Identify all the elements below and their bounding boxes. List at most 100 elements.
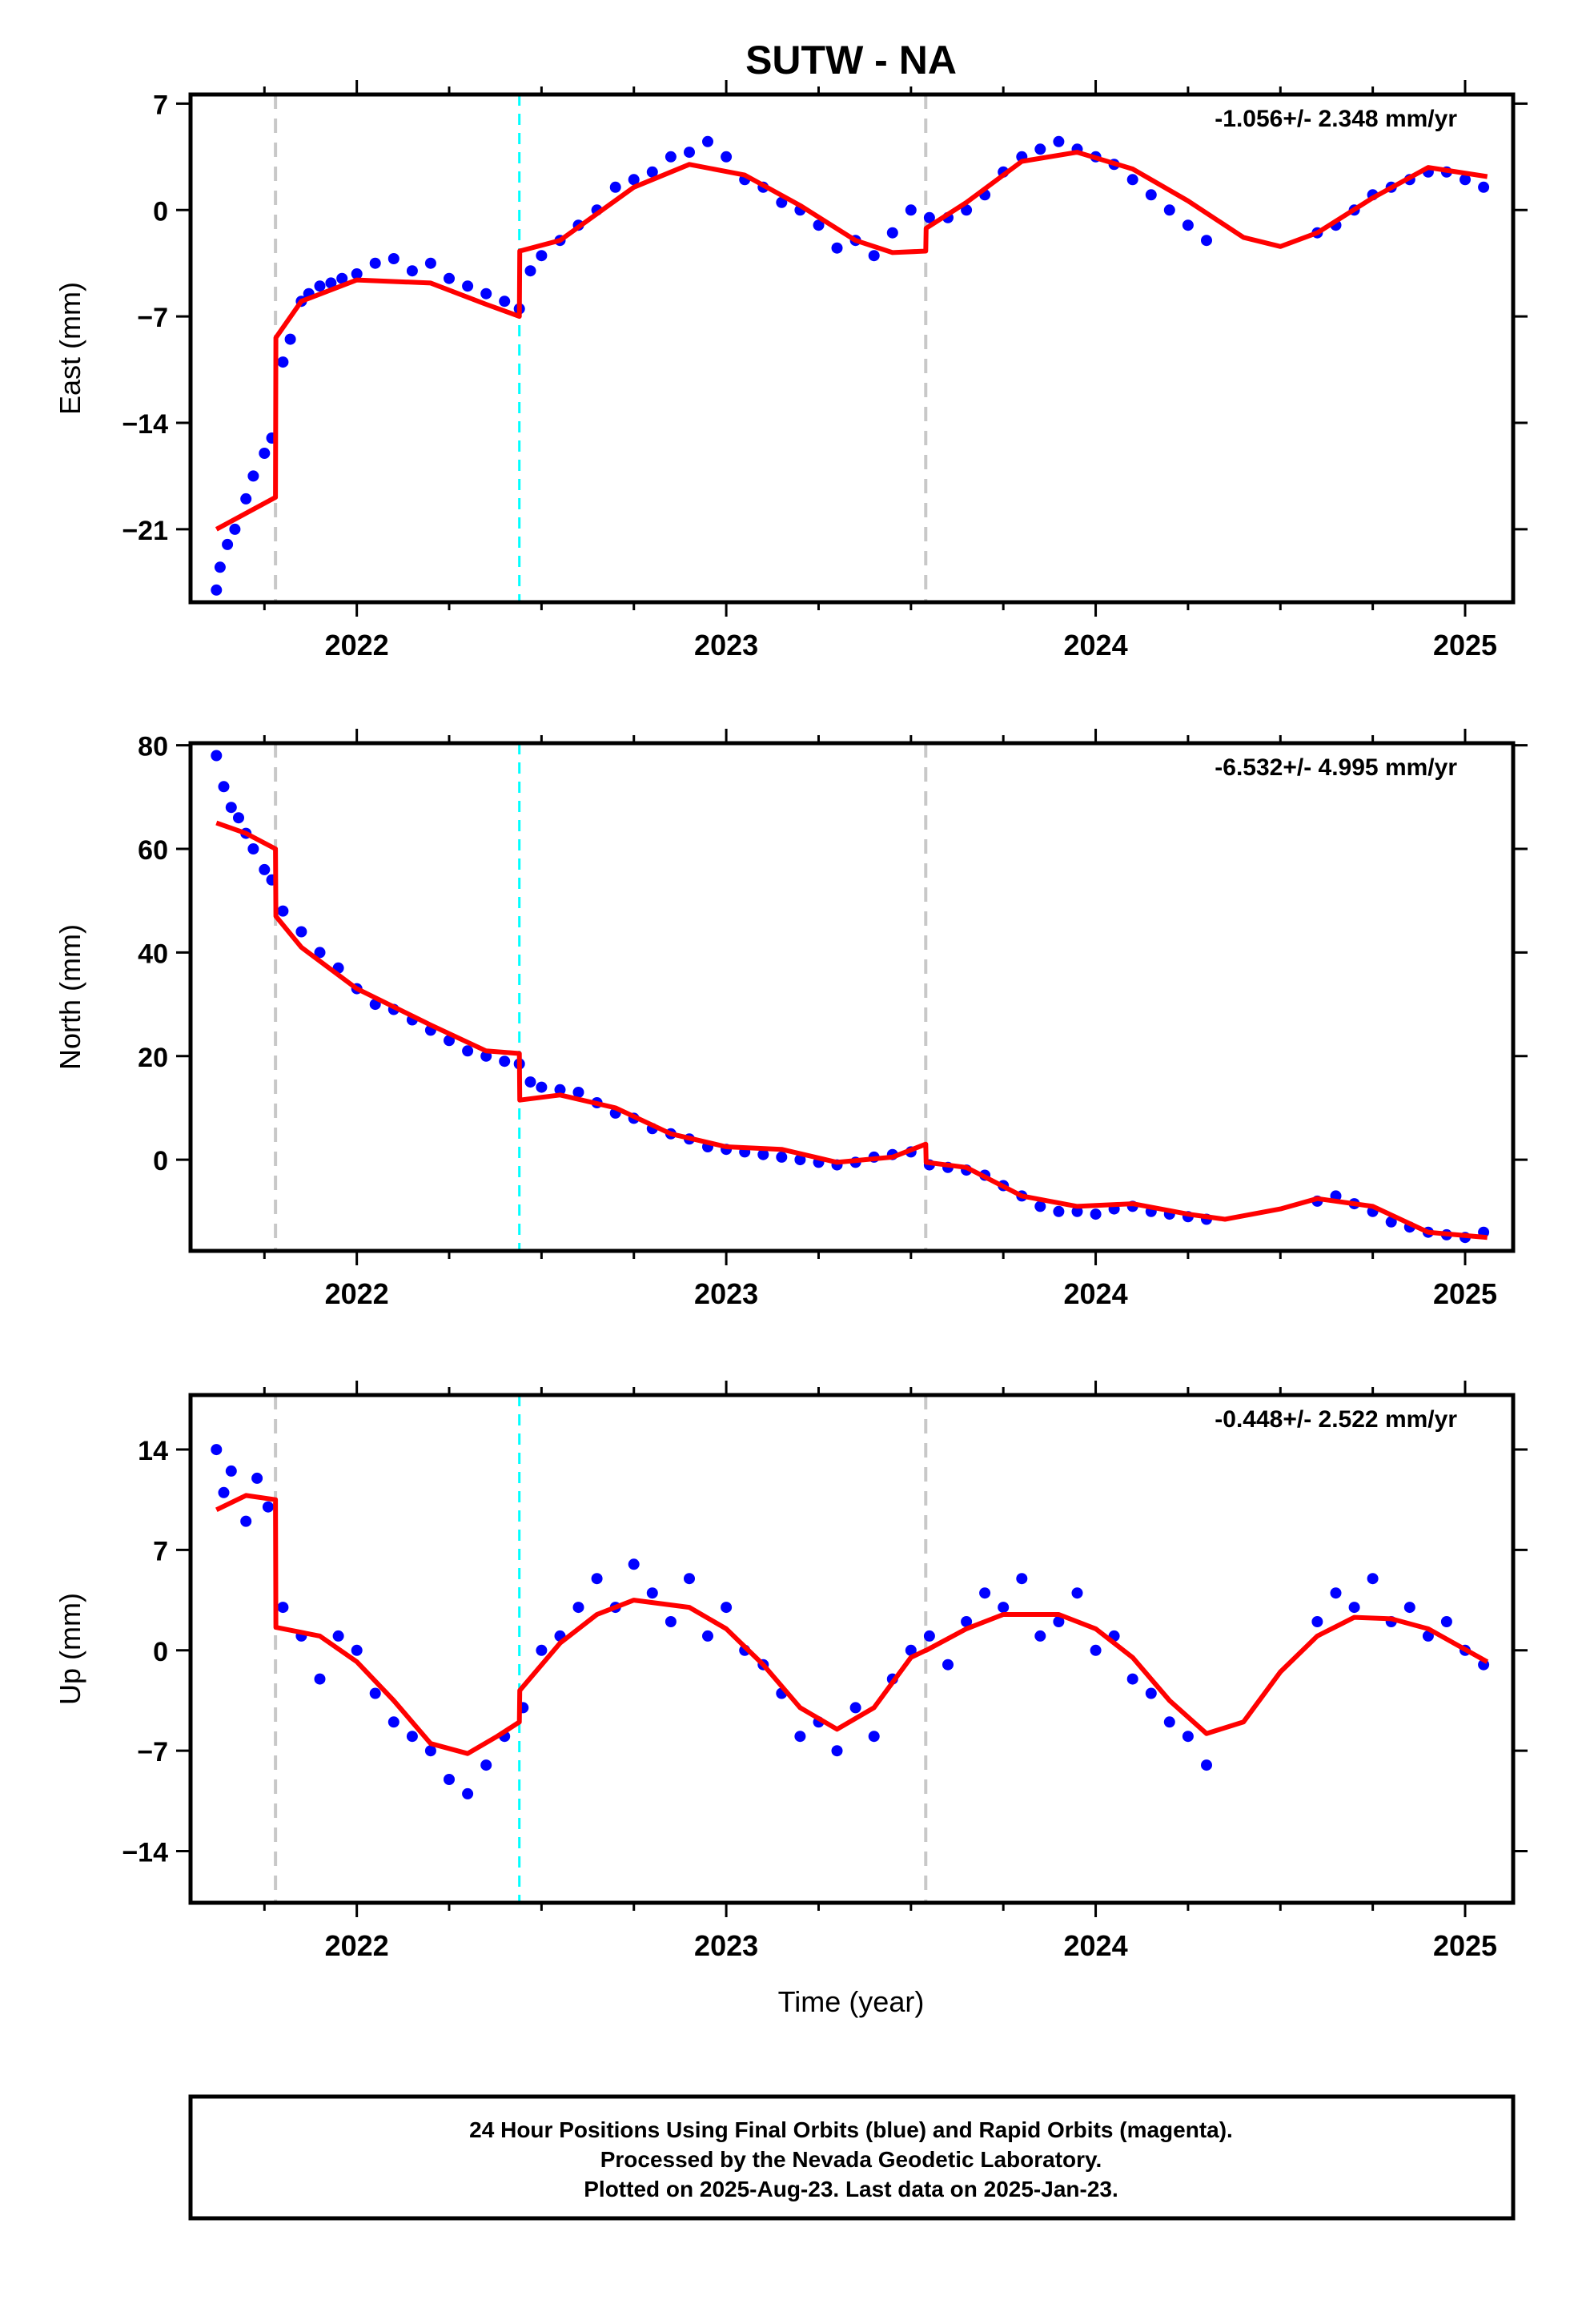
data-point — [225, 1465, 237, 1477]
data-point — [218, 781, 230, 793]
y-tick-label: 0 — [153, 196, 168, 227]
y-tick-label: 7 — [153, 90, 168, 120]
data-point — [325, 277, 337, 289]
data-point — [314, 1673, 326, 1685]
data-point — [1126, 174, 1138, 186]
data-point — [536, 250, 548, 262]
data-point — [406, 1731, 418, 1743]
data-point — [776, 196, 788, 208]
data-points-up — [211, 1444, 1490, 1799]
data-point — [222, 538, 234, 550]
data-point — [1478, 181, 1490, 193]
x-tick-label: 2023 — [694, 1277, 758, 1310]
data-point — [1034, 1630, 1046, 1642]
data-point — [211, 1444, 223, 1456]
data-point — [211, 584, 223, 596]
data-point — [961, 204, 973, 216]
footer-box — [188, 2094, 1516, 2221]
data-point — [336, 272, 348, 284]
data-point — [277, 356, 289, 368]
data-point — [1071, 1205, 1083, 1217]
data-point — [499, 1055, 511, 1068]
data-point — [831, 1745, 843, 1757]
data-point — [524, 1076, 536, 1088]
data-point — [1367, 1573, 1379, 1585]
data-point — [923, 211, 935, 223]
data-point — [499, 296, 511, 308]
data-point — [1145, 1687, 1157, 1699]
data-point — [942, 1659, 954, 1671]
data-point — [351, 268, 363, 279]
x-tick-label: 2022 — [325, 629, 389, 661]
footer-line-1: 24 Hour Positions Using Final Orbits (bl… — [469, 2117, 1233, 2142]
data-point — [702, 135, 713, 147]
data-point — [295, 926, 307, 938]
panels-group: 7 0 −7 −14 −21 2022 2023 2024 2025 East (mm) -1.05… — [54, 80, 1528, 1962]
data-point — [1385, 1216, 1397, 1228]
data-point — [1053, 1616, 1065, 1627]
data-point — [1163, 1716, 1175, 1728]
data-point — [314, 947, 326, 959]
data-point — [351, 1644, 363, 1656]
data-point — [1034, 143, 1046, 155]
chart-title: SUTW - NA — [745, 38, 957, 82]
data-point — [591, 1573, 603, 1585]
y-tick-label: −7 — [137, 303, 168, 333]
y-tick-label: 20 — [138, 1043, 168, 1073]
data-point — [277, 905, 289, 917]
model-line-east — [215, 150, 1488, 532]
data-point — [251, 1472, 263, 1484]
data-point — [462, 1045, 474, 1057]
data-point — [776, 1151, 788, 1163]
data-point — [536, 1081, 548, 1093]
data-point — [314, 280, 326, 292]
data-point — [1422, 1630, 1434, 1642]
data-point — [868, 250, 880, 262]
x-tick-label: 2022 — [325, 1277, 389, 1310]
data-point — [572, 1602, 584, 1614]
x-tick-label: 2025 — [1433, 1277, 1497, 1310]
data-point — [572, 1087, 584, 1098]
y-axis-label: Up (mm) — [54, 1593, 86, 1705]
data-point — [665, 1616, 677, 1627]
data-point — [609, 181, 621, 193]
data-point — [665, 151, 677, 163]
data-point — [1330, 1587, 1342, 1599]
data-point — [684, 147, 695, 159]
data-points-east — [211, 135, 1490, 596]
data-point — [1182, 219, 1194, 231]
x-tick-label: 2025 — [1433, 1929, 1497, 1962]
data-point — [868, 1731, 880, 1743]
y-tick-label: −14 — [122, 409, 168, 440]
data-point — [424, 257, 436, 269]
x-tick-label: 2025 — [1433, 629, 1497, 661]
data-point — [1016, 1573, 1028, 1585]
data-point — [1053, 135, 1065, 147]
data-points-north — [211, 750, 1490, 1244]
data-point — [284, 333, 296, 345]
data-point — [979, 1587, 991, 1599]
data-point — [214, 561, 226, 573]
x-tick-label: 2022 — [325, 1929, 389, 1962]
data-point — [998, 1602, 1010, 1614]
y-tick-label: 7 — [153, 1536, 168, 1566]
data-point — [387, 253, 400, 264]
x-axis-label: Time (year) — [778, 1985, 925, 2018]
data-point — [849, 1702, 861, 1714]
y-tick-label: 80 — [138, 732, 168, 762]
plot-frame-north — [188, 741, 1516, 1253]
data-point — [1053, 1205, 1065, 1217]
data-point — [225, 802, 237, 814]
data-point — [524, 265, 536, 277]
data-point — [721, 1602, 733, 1614]
data-point — [240, 493, 252, 505]
data-point — [1071, 1587, 1083, 1599]
y-tick-label: −7 — [137, 1737, 168, 1767]
data-point — [646, 166, 658, 178]
data-point — [444, 272, 455, 284]
x-tick-label: 2023 — [694, 629, 758, 661]
data-point — [480, 1759, 492, 1771]
rate-label: -6.532+/- 4.995 mm/yr — [1215, 754, 1457, 781]
footer-line-2: Processed by the Nevada Geodetic Laborat… — [600, 2147, 1102, 2172]
